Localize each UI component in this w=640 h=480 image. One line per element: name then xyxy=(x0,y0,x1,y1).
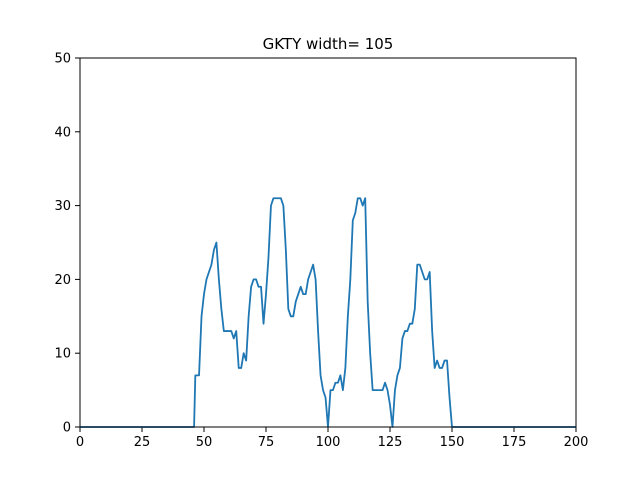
x-tick-label: 200 xyxy=(564,435,589,450)
x-tick-label: 125 xyxy=(378,435,403,450)
y-tick-label: 50 xyxy=(54,52,71,67)
plot-frame xyxy=(79,57,577,428)
y-tick-label: 40 xyxy=(54,125,71,140)
plot-area xyxy=(80,58,576,427)
x-tick-label: 50 xyxy=(196,435,213,450)
chart-title: GKTY width= 105 xyxy=(263,35,394,53)
x-tick-label: 0 xyxy=(76,435,84,450)
x-tick-label: 25 xyxy=(134,435,151,450)
x-tick-label: 150 xyxy=(440,435,465,450)
x-tick-label: 175 xyxy=(502,435,527,450)
y-tick-label: 10 xyxy=(54,347,71,362)
series-layer xyxy=(80,197,576,428)
y-tick-label: 0 xyxy=(63,421,71,436)
x-tick-label: 100 xyxy=(316,435,341,450)
series-line-0 xyxy=(80,197,576,428)
x-tick-label: 75 xyxy=(258,435,275,450)
y-tick-label: 20 xyxy=(54,273,71,288)
y-tick-label: 30 xyxy=(54,199,71,214)
axis-ticks: 0 25 50 75 100 125 150 175 200 0 10 20 30 40 50 xyxy=(54,52,588,451)
